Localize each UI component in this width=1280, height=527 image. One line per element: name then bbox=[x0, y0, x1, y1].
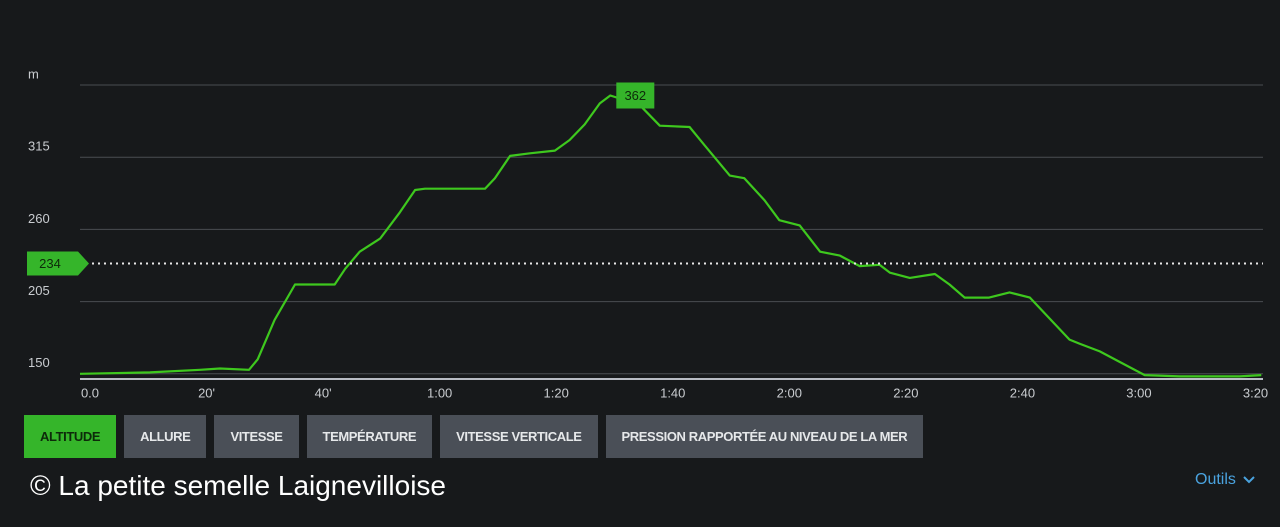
tab[interactable]: PRESSION RAPPORTÉE AU NIVEAU DE LA MER bbox=[605, 415, 924, 458]
tab[interactable]: VITESSE bbox=[214, 415, 299, 458]
altitude-line bbox=[79, 94, 1262, 378]
x-tick-label: 40' bbox=[315, 385, 332, 400]
reference-tag bbox=[27, 251, 89, 276]
x-tick-label: 2:40 bbox=[1010, 385, 1035, 400]
x-tick-label: 1:00 bbox=[427, 385, 452, 400]
y-tick-label: 150 bbox=[28, 355, 50, 370]
reference-label: 234 bbox=[39, 256, 61, 271]
y-tick-label: 205 bbox=[28, 283, 50, 298]
peak-tag bbox=[616, 82, 655, 109]
tab[interactable]: TEMPÉRATURE bbox=[306, 415, 433, 458]
x-tick-label: 2:00 bbox=[777, 385, 802, 400]
y-tick-label: m bbox=[28, 66, 39, 81]
credit: © La petite semelle Laignevilloise bbox=[30, 470, 446, 501]
x-tick-label: 3:00 bbox=[1126, 385, 1151, 400]
peak-label: 362 bbox=[624, 88, 646, 103]
tab[interactable]: ALLURE bbox=[124, 415, 207, 458]
chevron-icon[interactable] bbox=[1242, 475, 1256, 485]
y-tick-label: 315 bbox=[28, 139, 50, 154]
x-tick-label: 2:20 bbox=[893, 385, 918, 400]
tools-label[interactable]: Outils bbox=[1195, 471, 1236, 488]
x-tick-label: 1:40 bbox=[660, 385, 685, 400]
x-tick-label: 1:20 bbox=[544, 385, 569, 400]
tools-menu[interactable]: Outils bbox=[1195, 471, 1256, 489]
chart: 150 205 260 315 m 0.0 20' 40' 1:00 1:20 1:40 2:00 2:… bbox=[27, 66, 1268, 400]
x-tick-label: 20' bbox=[198, 385, 215, 400]
x-tick-label: 0.0 bbox=[81, 385, 99, 400]
tab[interactable]: VITESSE VERTICALE bbox=[440, 415, 598, 458]
y-tick-label: 260 bbox=[28, 211, 50, 226]
x-tick-label: 3:20 bbox=[1243, 385, 1268, 400]
tab-bar: ALTITUDE ALLURE VITESSE TEMPÉRATURE VITESSE … bbox=[24, 415, 924, 458]
tab[interactable]: ALTITUDE bbox=[24, 415, 117, 458]
